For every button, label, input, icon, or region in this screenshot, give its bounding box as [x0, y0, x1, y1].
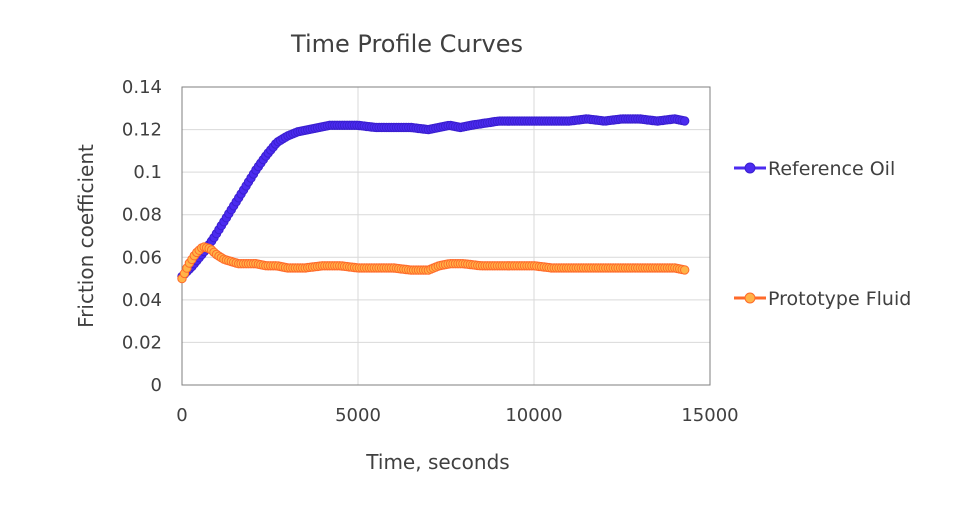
x-tick-label: 5000 — [335, 405, 381, 426]
data-point — [680, 265, 690, 275]
legend-marker — [744, 162, 756, 174]
x-tick-label: 15000 — [681, 405, 738, 426]
gridlines — [181, 86, 711, 386]
y-axis-ticks: 0 0.02 0.04 0.06 0.08 0.1 0.12 0.14 — [122, 77, 162, 396]
y-tick-label: 0.14 — [122, 77, 162, 98]
plot-area-border — [181, 86, 711, 386]
series-0 — [177, 114, 690, 282]
y-tick-label: 0 — [151, 375, 162, 396]
y-tick-label: 0.08 — [122, 205, 162, 226]
legend: Reference Oil Prototype Fluid — [734, 158, 911, 310]
legend-item-1: Prototype Fluid — [734, 288, 911, 310]
data-point — [680, 116, 690, 126]
legend-label: Prototype Fluid — [768, 288, 911, 310]
x-tick-label: 10000 — [505, 405, 562, 426]
x-axis-ticks: 0 5000 10000 15000 — [176, 405, 738, 426]
series-layer — [177, 114, 690, 284]
y-tick-label: 0.06 — [122, 247, 162, 268]
y-tick-label: 0.02 — [122, 332, 162, 353]
x-tick-label: 0 — [176, 405, 187, 426]
series-1 — [177, 242, 690, 284]
chart-title: Time Profile Curves — [290, 30, 523, 58]
x-axis-title: Time, seconds — [365, 450, 509, 474]
y-tick-label: 0.04 — [122, 290, 162, 311]
y-tick-label: 0.1 — [133, 162, 162, 183]
y-tick-label: 0.12 — [122, 120, 162, 141]
series-line — [180, 117, 686, 278]
y-axis-title: Friction coefficient — [74, 144, 98, 328]
legend-label: Reference Oil — [768, 158, 895, 180]
legend-item-0: Reference Oil — [734, 158, 895, 180]
legend-marker — [744, 292, 756, 304]
